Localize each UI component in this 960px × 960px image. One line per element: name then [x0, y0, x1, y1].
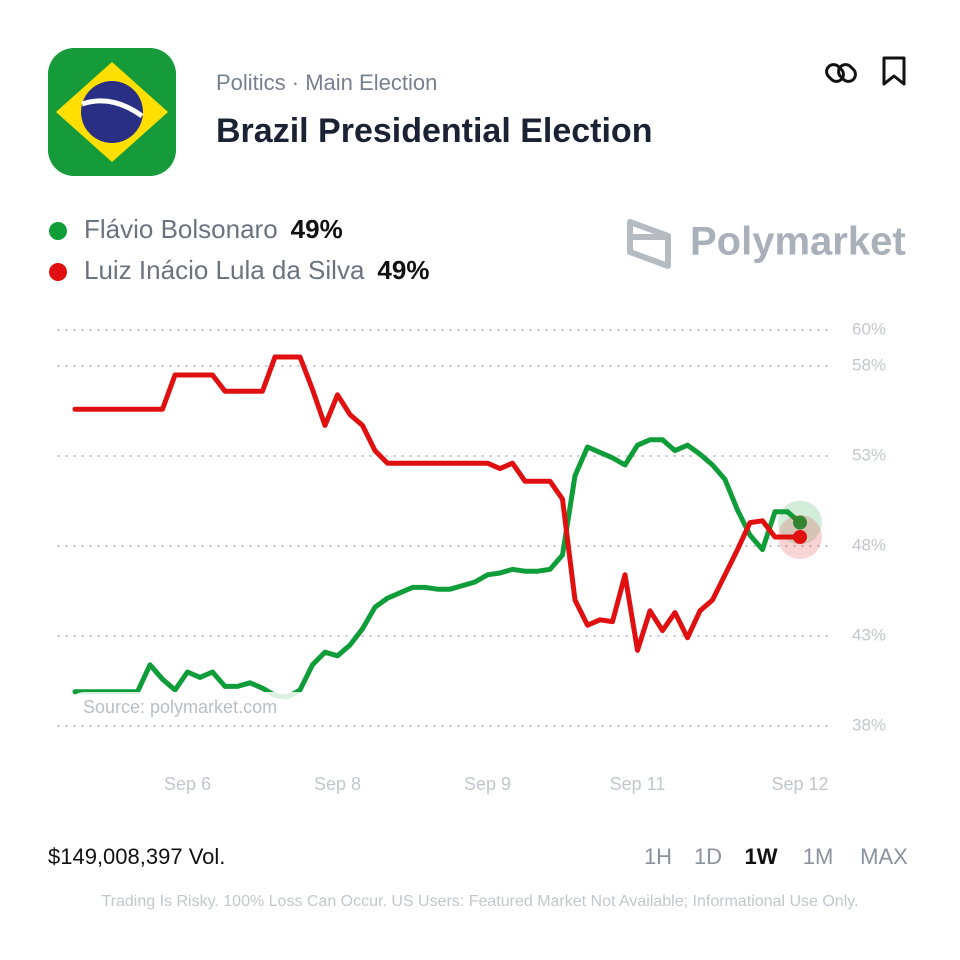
y-tick-label: 58%: [852, 355, 886, 374]
chart: 38% 43% 48% 53% 58% 60% Sep 6 Sep 8 Sep 9 Sep 11 S…: [57, 319, 886, 794]
x-tick-label: Sep 8: [314, 774, 361, 794]
y-tick-label: 43%: [852, 625, 886, 644]
brand-logo: [627, 219, 671, 269]
y-tick-label: 53%: [852, 445, 886, 464]
timeframe-button[interactable]: 1W: [745, 844, 778, 869]
market-category: Politics · Main Election: [216, 70, 437, 95]
legend-name: Luiz Inácio Lula da Silva: [84, 255, 365, 285]
legend-name: Flávio Bolsonaro: [84, 214, 278, 244]
timeframe-button[interactable]: MAX: [860, 844, 908, 869]
timeframe-button[interactable]: 1M: [803, 844, 834, 869]
y-tick-label: 38%: [852, 715, 886, 734]
x-tick-label: Sep 9: [464, 774, 511, 794]
series-line: [72, 354, 803, 653]
x-tick-label: Sep 11: [610, 774, 666, 794]
source-label: Source: polymarket.com: [83, 697, 277, 717]
endpoint-dot: [793, 530, 807, 544]
legend-swatch: [49, 222, 67, 240]
timeframe-button[interactable]: 1D: [694, 844, 722, 869]
legend-value: 49%: [377, 255, 429, 285]
link-button[interactable]: [824, 62, 859, 85]
disclaimer: Trading Is Risky. 100% Loss Can Occur. U…: [101, 893, 858, 910]
x-tick-label: Sep 6: [164, 774, 211, 794]
y-tick-label: 60%: [852, 319, 886, 338]
y-tick-label: 48%: [852, 535, 886, 554]
flag-icon: [48, 48, 176, 176]
legend-value: 49%: [291, 214, 343, 244]
endpoint-dot: [793, 515, 807, 530]
volume: $149,008,397 Vol.: [48, 844, 225, 869]
legend-swatch: [49, 263, 67, 281]
brand-name: Polymarket: [690, 220, 906, 264]
x-tick-label: Sep 12: [771, 774, 828, 794]
series-line: [72, 437, 803, 700]
timeframe-button[interactable]: 1H: [644, 844, 672, 869]
bookmark-button[interactable]: [882, 56, 906, 86]
source-badge: [68, 692, 314, 724]
market-title: Brazil Presidential Election: [216, 112, 652, 150]
